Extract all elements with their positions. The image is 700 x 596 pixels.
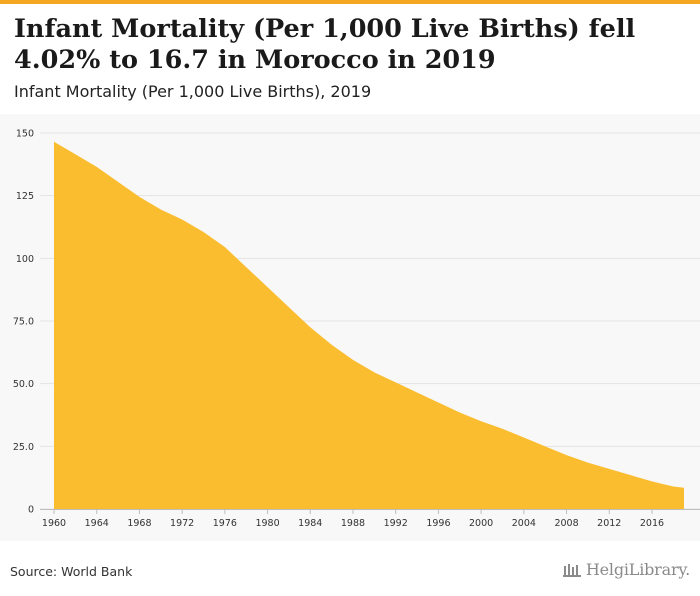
y-axis-tick-labels: 0 25.0 50.0 75.0 100 125 150 [13, 129, 34, 516]
x-tick-label: 1996 [426, 518, 450, 529]
x-tick-label: 2008 [554, 518, 578, 529]
x-tick-label: 2004 [512, 518, 536, 529]
x-tick-label: 2000 [469, 518, 493, 529]
area-series [54, 141, 684, 509]
y-tick-label: 100 [16, 254, 34, 265]
x-tick-label: 1964 [85, 518, 109, 529]
top-accent-bar [0, 0, 700, 4]
chart-subtitle: Infant Mortality (Per 1,000 Live Births)… [14, 82, 372, 101]
x-tick-label: 1960 [42, 518, 66, 529]
x-tick-label: 2012 [597, 518, 621, 529]
x-tick-label: 1972 [170, 518, 194, 529]
y-tick-label: 25.0 [13, 442, 34, 453]
x-tick-label: 1980 [255, 518, 279, 529]
x-tick-label: 1988 [341, 518, 365, 529]
y-tick-label: 0 [28, 505, 34, 516]
x-axis-tick-labels: 1960 1964 1968 1972 1976 1980 1984 1988 1992 1996… [42, 509, 664, 529]
x-tick-label: 1976 [213, 518, 237, 529]
x-tick-label: 1968 [127, 518, 151, 529]
x-tick-label: 1984 [298, 518, 322, 529]
x-tick-label: 2016 [640, 518, 664, 529]
y-tick-label: 50.0 [13, 379, 34, 390]
y-tick-label: 125 [16, 191, 34, 202]
library-columns-icon [562, 563, 581, 577]
y-tick-label: 75.0 [13, 317, 34, 328]
brand-logo[interactable]: HelgiLibrary. [562, 560, 690, 579]
source-label: Source: World Bank [10, 564, 133, 579]
header: Infant Mortality (Per 1,000 Live Births)… [0, 4, 700, 114]
y-tick-label: 150 [16, 129, 34, 140]
infant-mortality-area [54, 141, 684, 509]
page-title: Infant Mortality (Per 1,000 Live Births)… [14, 14, 636, 75]
brand-name: HelgiLibrary. [585, 560, 690, 579]
footer [0, 541, 700, 596]
x-tick-label: 1992 [384, 518, 408, 529]
